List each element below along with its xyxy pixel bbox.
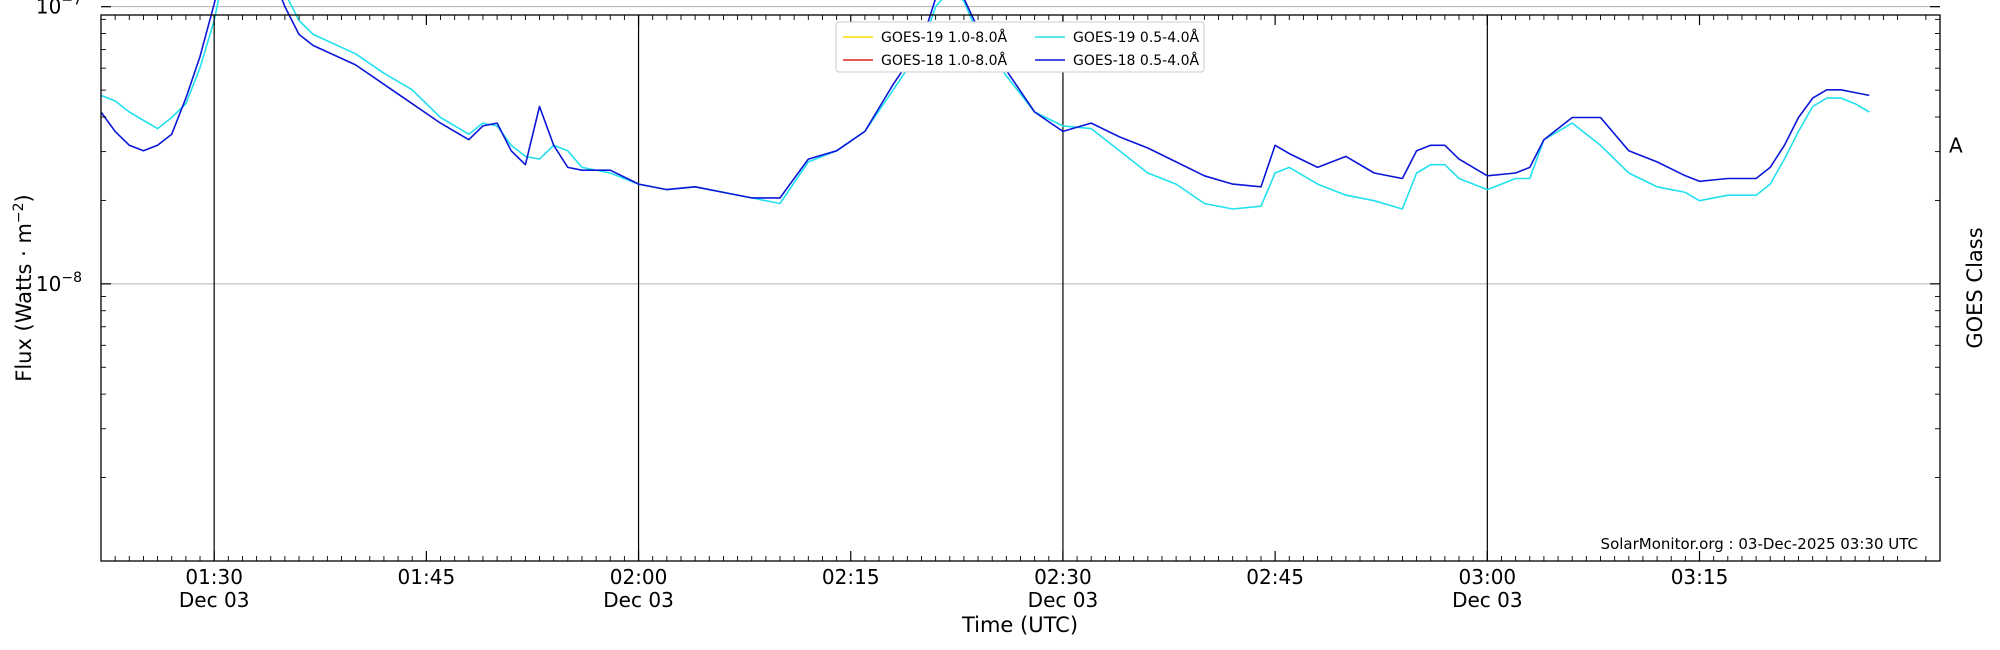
tick-marks — [101, 6, 1940, 561]
y-tick-base: 10 — [36, 272, 61, 296]
x-tick-label: 02:00 — [610, 565, 668, 589]
x-tick-label: 02:15 — [822, 565, 880, 589]
x-tick-label: 02:30 — [1034, 565, 1092, 589]
y-tick-exponent: −8 — [61, 270, 82, 286]
watermark: SolarMonitor.org : 03-Dec-2025 03:30 UTC — [1601, 535, 1918, 553]
series-line-3 — [100, 0, 1870, 199]
y-tick-label: 10−7 — [36, 0, 82, 19]
legend-label: GOES-18 0.5-4.0Å — [1073, 52, 1199, 69]
right-axis-title: GOES Class — [1963, 227, 1987, 348]
y-tick-base: 10 — [36, 0, 61, 19]
x-tick-date-label: Dec 03 — [603, 588, 674, 612]
y-axis-title-sup: −2 — [11, 202, 27, 223]
legend-label: GOES-18 1.0-8.0Å — [881, 52, 1007, 69]
legend: GOES-19 1.0-8.0Å GOES-18 1.0-8.0Å GOES-19 … — [835, 21, 1205, 73]
goes-class-label: A — [1949, 133, 1963, 157]
day-separators — [213, 15, 1488, 561]
x-tick-date-label: Dec 03 — [179, 588, 250, 612]
x-axis-title: Time (UTC) — [961, 613, 1078, 637]
gridlines — [101, 6, 1940, 285]
x-tick-label: 03:15 — [1671, 565, 1729, 589]
x-tick-label: 02:45 — [1246, 565, 1304, 589]
legend-label: GOES-19 0.5-4.0Å — [1073, 29, 1199, 46]
series-lines — [100, 0, 1870, 210]
x-tick-date-label: Dec 03 — [1028, 588, 1099, 612]
y-tick-exponent: −7 — [61, 0, 82, 9]
legend-label: GOES-19 1.0-8.0Å — [881, 29, 1007, 46]
x-tick-label: 01:45 — [398, 565, 456, 589]
y-axis-title-main: Flux (Watts · m — [12, 223, 36, 382]
y-axis-title-close: ) — [12, 194, 36, 202]
legend-box — [835, 21, 1205, 73]
y-tick-label: 10−8 — [36, 270, 82, 296]
y-axis-title: Flux (Watts · m−2) — [11, 194, 36, 382]
x-tick-date-label: Dec 03 — [1452, 588, 1523, 612]
series-line-2 — [100, 0, 1870, 210]
x-tick-label: 03:00 — [1459, 565, 1517, 589]
x-tick-label: 01:30 — [185, 565, 243, 589]
